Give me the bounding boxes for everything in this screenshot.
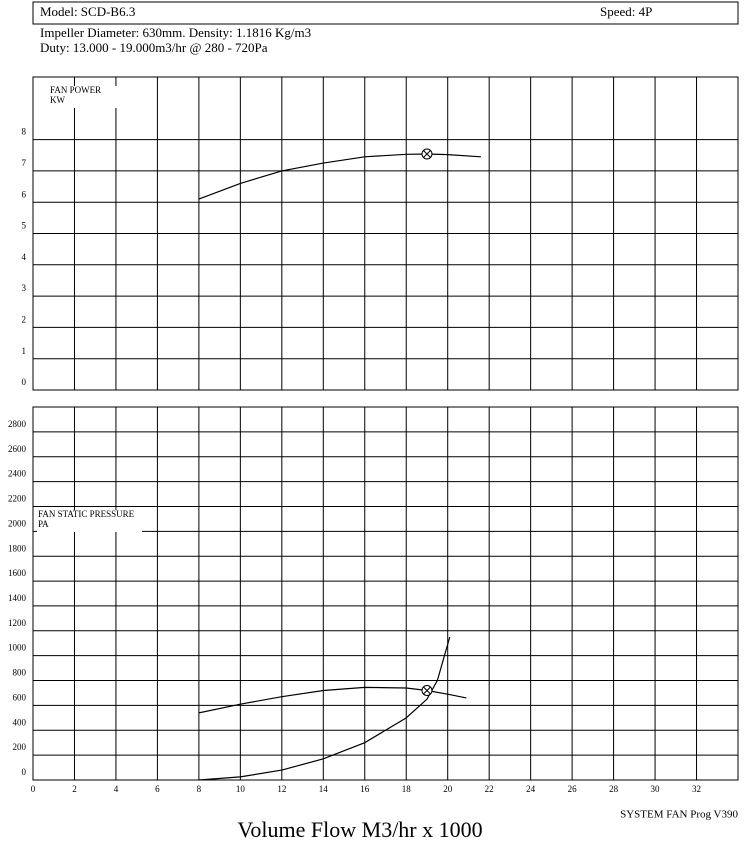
y-tick-label: 1400 xyxy=(8,593,27,603)
operating-point xyxy=(421,684,433,696)
x-tick-label: 26 xyxy=(568,784,578,794)
y-tick-label: 8 xyxy=(22,127,27,137)
x-axis-title: Volume Flow M3/hr x 1000 xyxy=(237,817,482,842)
program: SYSTEM FAN Prog V390 xyxy=(620,809,738,821)
y-tick-label: 0 xyxy=(22,377,27,387)
marker-cross xyxy=(423,150,431,158)
x-tick-label: 28 xyxy=(609,784,619,794)
model: Model: SCD-B6.3 xyxy=(40,4,135,19)
label-bg xyxy=(37,510,142,532)
y-tick-label: 1200 xyxy=(8,618,27,628)
x-tick-label: 24 xyxy=(526,784,536,794)
x-tick-label: 8 xyxy=(197,784,202,794)
y-tick-label: 3 xyxy=(22,283,27,293)
y-tick-label: 2400 xyxy=(8,469,27,479)
y-tick-label: 0 xyxy=(22,767,27,777)
y-tick-label: 800 xyxy=(13,668,27,678)
y-tick-label: 7 xyxy=(22,158,27,168)
y-axis-label: PA xyxy=(38,519,49,529)
curve xyxy=(198,636,451,781)
y-tick-label: 6 xyxy=(22,189,27,199)
x-tick-label: 18 xyxy=(402,784,412,794)
y-tick-label: 2000 xyxy=(8,518,27,528)
curve xyxy=(198,153,481,200)
x-tick-label: 2 xyxy=(72,784,77,794)
x-tick-label: 32 xyxy=(692,784,701,794)
plot-frame xyxy=(32,406,739,781)
y-tick-label: 1 xyxy=(22,346,27,356)
x-tick-label: 22 xyxy=(485,784,494,794)
header-box xyxy=(32,1,739,25)
y-tick-label: 2600 xyxy=(8,444,27,454)
y-tick-label: 2200 xyxy=(8,494,27,504)
x-tick-label: 20 xyxy=(443,784,453,794)
y-tick-label: 1800 xyxy=(8,543,27,553)
y-tick-label: 5 xyxy=(22,221,27,231)
x-tick-label: 10 xyxy=(236,784,246,794)
x-tick-label: 14 xyxy=(319,784,329,794)
x-tick-label: 12 xyxy=(277,784,286,794)
info-line: Impeller Diameter: 630mm. Density: 1.181… xyxy=(40,25,311,40)
label-bg xyxy=(37,86,142,108)
y-tick-label: 2 xyxy=(22,314,27,324)
operating-point xyxy=(421,148,433,160)
info-line: Duty: 13.000 - 19.000m3/hr @ 280 - 720Pa xyxy=(40,40,268,55)
curve xyxy=(198,686,467,714)
y-axis-label: KW xyxy=(50,95,65,105)
speed: Speed: 4P xyxy=(600,4,652,19)
y-tick-label: 1000 xyxy=(8,643,27,653)
marker-cross xyxy=(423,686,431,695)
x-tick-label: 4 xyxy=(114,784,119,794)
y-tick-label: 2800 xyxy=(8,419,27,429)
y-tick-label: 400 xyxy=(13,717,27,727)
y-tick-label: 1600 xyxy=(8,568,27,578)
x-tick-label: 30 xyxy=(651,784,661,794)
x-tick-label: 0 xyxy=(31,784,36,794)
y-tick-label: 200 xyxy=(13,742,27,752)
x-tick-label: 16 xyxy=(360,784,370,794)
y-axis-label: FAN STATIC PRESSURE xyxy=(38,509,135,519)
y-tick-label: 4 xyxy=(22,252,27,262)
x-tick-label: 6 xyxy=(155,784,160,794)
y-axis-label: FAN POWER xyxy=(50,85,101,95)
y-tick-label: 600 xyxy=(13,692,27,702)
